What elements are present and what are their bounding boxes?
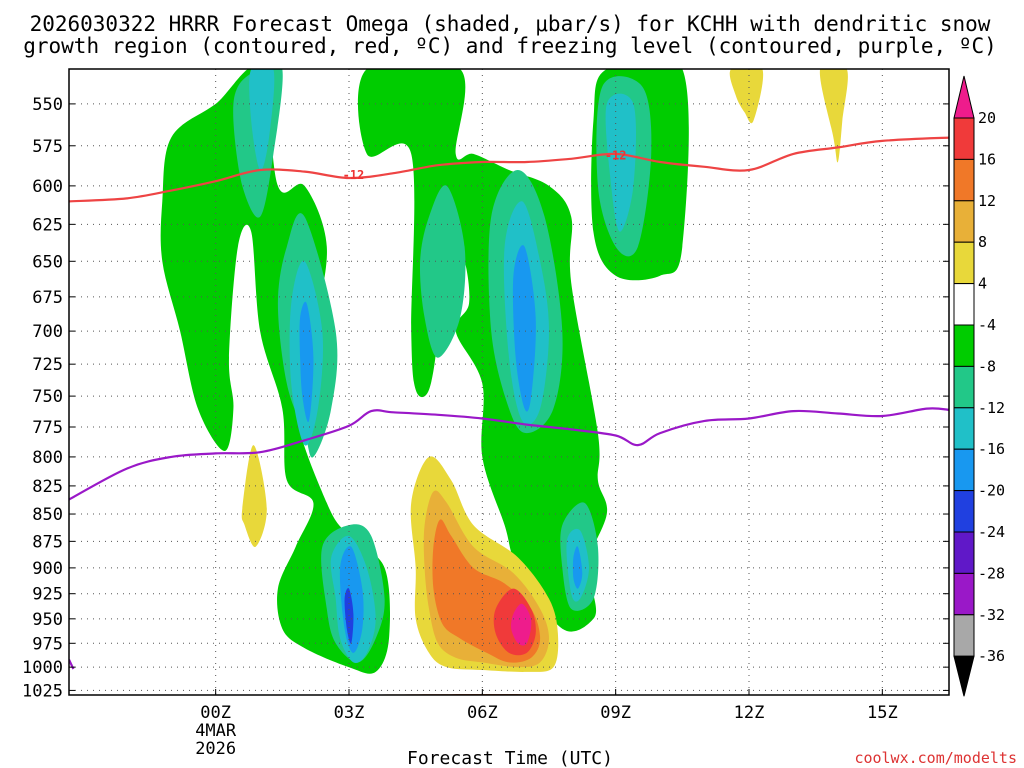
y-tick-label: 625 (32, 215, 63, 235)
colorbar-box (953, 614, 975, 657)
colorbar-box (953, 572, 975, 616)
colorbar-box (953, 200, 975, 243)
contour-labels: -12 -12 (343, 149, 627, 182)
colorbar-label: -8 (978, 357, 996, 375)
colorbar-label: -32 (978, 606, 1005, 624)
colorbar-box (953, 324, 975, 367)
x-tick-label: 00Z (200, 703, 231, 723)
colorbar-box (953, 531, 975, 574)
colorbar-label: 16 (978, 150, 996, 168)
colorbar-box (953, 117, 975, 160)
colorbar-label: -12 (978, 399, 1005, 417)
colorbar-label: -28 (978, 564, 1005, 582)
y-tick-label: 875 (32, 532, 63, 552)
x-tick-label: 03Z (334, 703, 365, 723)
colorbar-label: -24 (978, 523, 1005, 541)
y-tick-label: 925 (32, 585, 63, 605)
colorbar-label: 4 (978, 275, 987, 293)
x-tick-year: 2026 (195, 739, 236, 759)
colorbar-label: 8 (978, 233, 987, 251)
colorbar-bottom-arrow (953, 655, 975, 697)
dendritic-growth-contour (69, 136, 949, 203)
omega-shading (160, 69, 848, 674)
omega-region (510, 603, 532, 646)
y-tick-label: 650 (32, 252, 63, 272)
colorbar-box (953, 365, 975, 409)
y-tick-label: 550 (32, 95, 63, 115)
omega-region (605, 93, 637, 232)
colorbar-label: -20 (978, 482, 1005, 500)
y-tick-label: 600 (32, 177, 63, 197)
omega-region (512, 245, 536, 412)
colorbar-box (953, 407, 975, 450)
x-tick-label: 12Z (734, 703, 765, 723)
y-tick-label: 825 (32, 477, 63, 497)
colorbar-label: 12 (978, 192, 996, 210)
y-tick-label: 675 (32, 288, 63, 308)
grid-lines (69, 69, 949, 695)
omega-region (241, 445, 267, 547)
colorbar-box (953, 448, 975, 492)
omega-region (299, 301, 314, 423)
y-tick-label: 850 (32, 505, 63, 525)
colorbar-box (953, 283, 975, 326)
colorbar-label: -16 (978, 440, 1005, 458)
y-tick-label: 1000 (22, 658, 63, 678)
omega-region (819, 69, 848, 163)
y-tick-label: 950 (32, 610, 63, 630)
colorbar-label: -36 (978, 647, 1005, 665)
y-tick-label: 975 (32, 634, 63, 654)
omega-region (160, 69, 390, 674)
x-tick-label: 15Z (867, 703, 898, 723)
x-axis-label: Forecast Time (UTC) (407, 748, 613, 768)
y-tick-label: 750 (32, 387, 63, 407)
contour-label: -12 (343, 168, 365, 182)
plot-frame (68, 68, 950, 696)
colorbar-box (953, 490, 975, 533)
omega-region (419, 185, 466, 358)
y-tick-label: 700 (32, 322, 63, 342)
credit-text: coolwx.com/modelts (854, 749, 1017, 767)
colorbar-top-arrow (953, 75, 975, 119)
contour-label: -12 (605, 149, 627, 163)
x-tick-label: 09Z (600, 703, 631, 723)
chart-title-line1: 2026030322 HRRR Forecast Omega (shaded, … (30, 12, 991, 36)
y-tick-label: 575 (32, 137, 63, 157)
y-tick-label: 800 (32, 448, 63, 468)
x-tick-label: 06Z (467, 703, 498, 723)
y-tick-label: 900 (32, 559, 63, 579)
colorbar-box (953, 158, 975, 202)
colorbar: 20 16 12 8 4 -4 -8 -12 -16 -20 -24 -28 -32 -36 (953, 75, 1005, 697)
omega-region (249, 69, 275, 171)
y-tick-label: 775 (32, 418, 63, 438)
x-tick-date: 4MAR (195, 721, 237, 741)
omega-region (729, 69, 764, 124)
colorbar-label: 20 (978, 109, 996, 127)
colorbar-label: -4 (978, 316, 996, 334)
y-tick-label: 1025 (22, 681, 63, 701)
freezing-level-contour (69, 407, 949, 501)
y-axis-ticks: 550 575 600 625 650 675 700 725 750 775 800 825 850 8… (22, 95, 949, 701)
chart-title-line2: growth region (contoured, red, ºC) and f… (23, 34, 997, 58)
y-tick-label: 725 (32, 355, 63, 375)
colorbar-box (953, 241, 975, 285)
omega-region (572, 546, 583, 589)
omega-region (357, 69, 608, 632)
